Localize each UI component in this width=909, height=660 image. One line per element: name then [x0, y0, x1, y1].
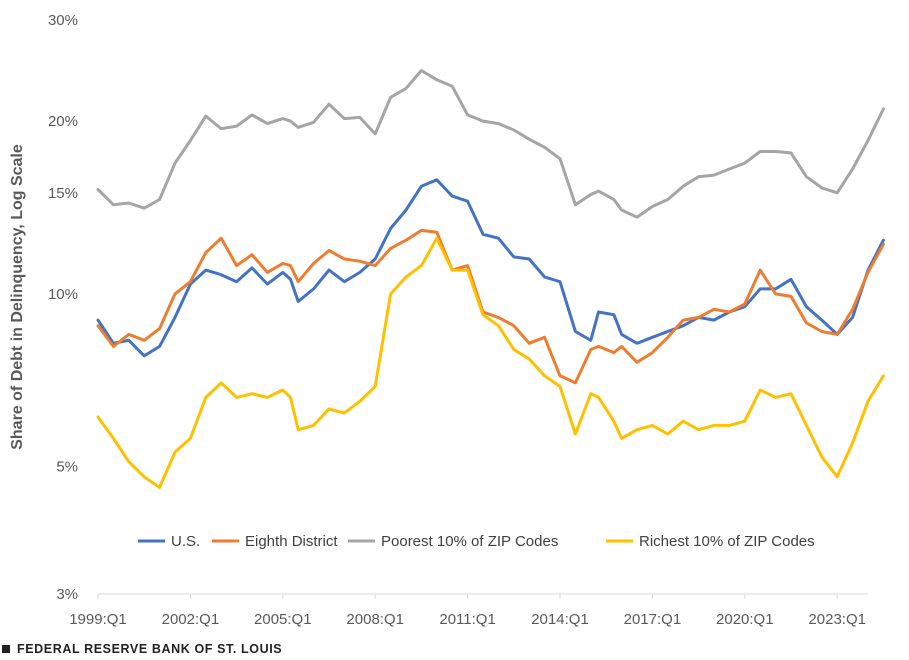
y-tick-label: 15% — [48, 185, 78, 202]
y-tick-label: 5% — [56, 459, 78, 476]
y-tick-label: 3% — [56, 586, 78, 603]
footer-source-text: FEDERAL RESERVE BANK OF ST. LOUIS — [17, 642, 283, 656]
legend-label: Eighth District — [245, 533, 338, 550]
y-axis-title: Share of Debt in Delinquency, Log Scale — [9, 144, 26, 450]
x-tick-label: 2014:Q1 — [531, 611, 589, 628]
x-axis-ticks: 1999:Q1 2002:Q1 2005:Q1 2008:Q1 2011:Q1 2014:… — [69, 594, 866, 628]
y-tick-label: 30% — [48, 12, 78, 29]
x-tick-label: 2020:Q1 — [716, 611, 774, 628]
x-tick-label: 1999:Q1 — [69, 611, 127, 628]
series-line-1 — [96, 228, 885, 385]
x-tick-label: 2017:Q1 — [624, 611, 682, 628]
legend: U.S. Eighth District Poorest 10% of ZIP Co… — [138, 533, 815, 550]
x-tick-label: 2011:Q1 — [439, 611, 495, 628]
series-line-0 — [96, 178, 885, 358]
y-tick-label: 10% — [48, 286, 78, 303]
series-lines — [96, 69, 885, 489]
footer-source: FEDERAL RESERVE BANK OF ST. LOUIS — [2, 642, 282, 656]
x-tick-label: 2005:Q1 — [254, 611, 312, 628]
x-tick-label: 2008:Q1 — [346, 611, 404, 628]
y-axis-ticks: 3% 5% 10% 15% 20% 30% — [48, 12, 78, 603]
legend-label: U.S. — [171, 533, 200, 550]
x-tick-label: 2002:Q1 — [162, 611, 220, 628]
y-tick-label: 20% — [48, 113, 78, 130]
series-line-2 — [96, 69, 885, 219]
legend-label: Richest 10% of ZIP Codes — [639, 533, 815, 550]
x-tick-label: 2023:Q1 — [808, 611, 866, 628]
legend-label: Poorest 10% of ZIP Codes — [381, 533, 558, 550]
series-line-3 — [96, 236, 885, 489]
footer-square-icon — [2, 645, 10, 653]
